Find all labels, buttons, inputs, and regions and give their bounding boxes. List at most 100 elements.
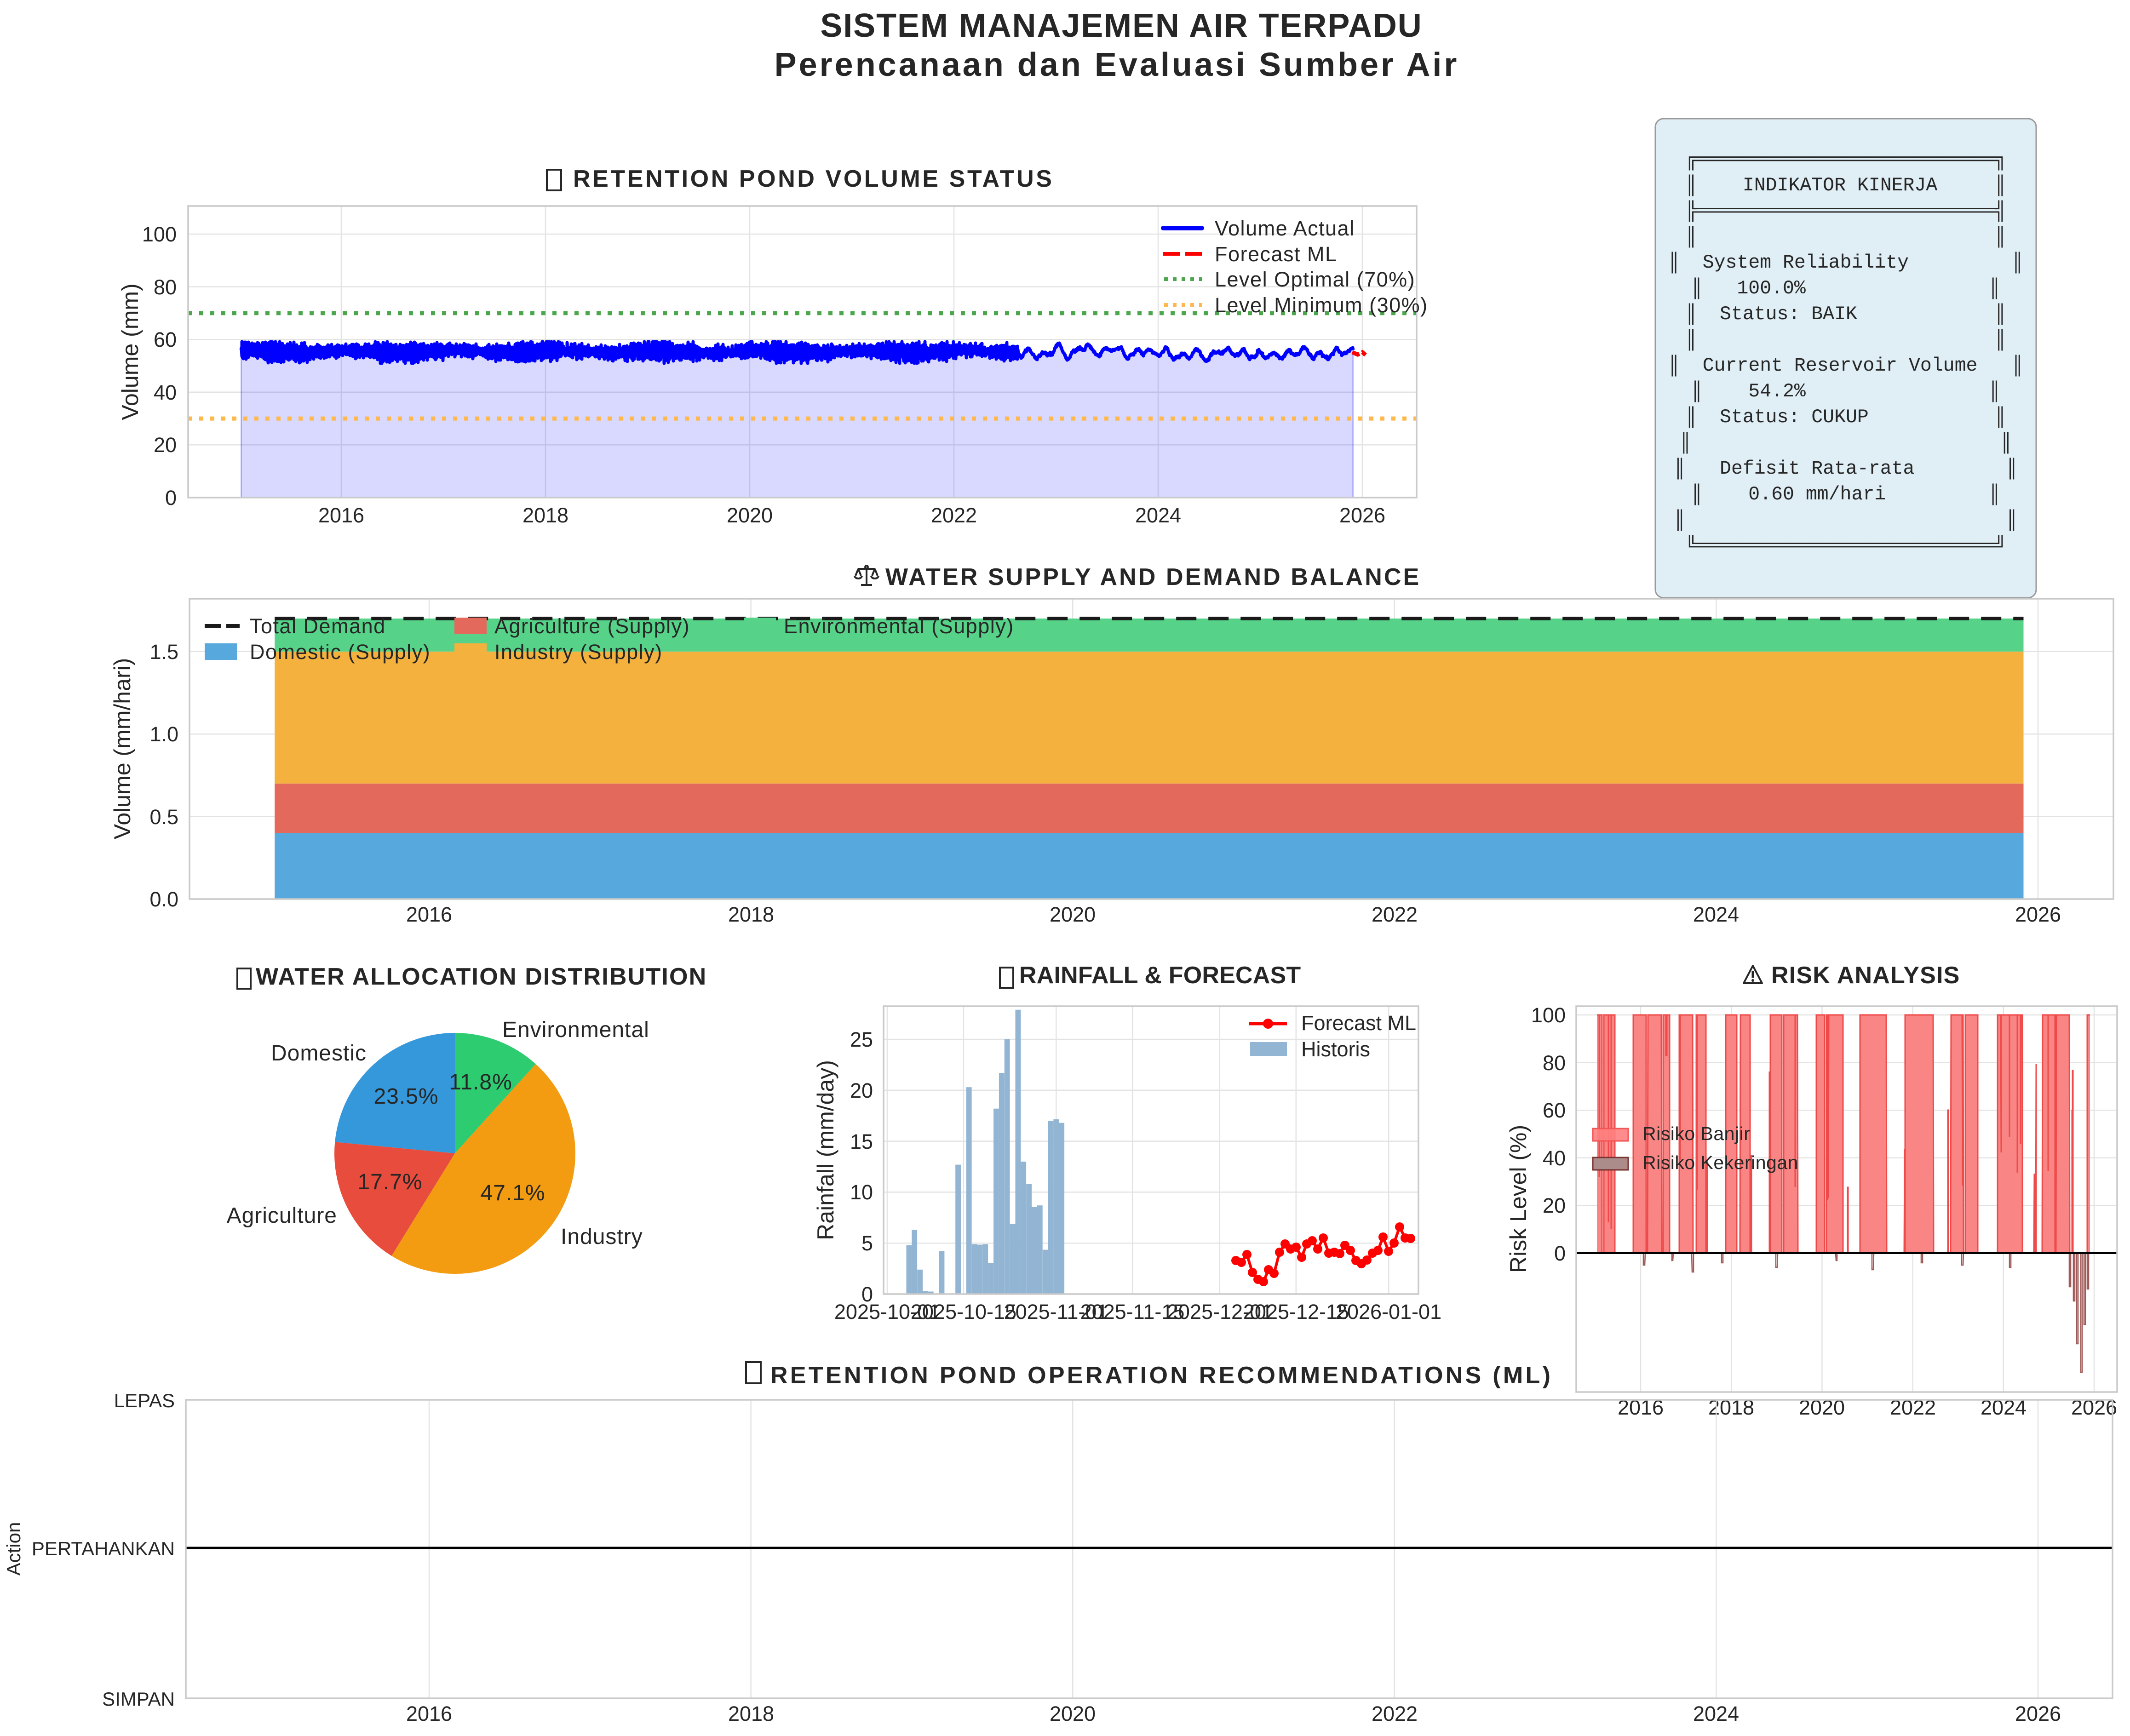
svg-text:20: 20 <box>850 1079 873 1102</box>
svg-text:2020: 2020 <box>727 504 773 527</box>
svg-text:20: 20 <box>154 433 177 457</box>
svg-text:100: 100 <box>1531 1003 1566 1027</box>
svg-text:║ ║: ║ ║ <box>1674 509 2017 531</box>
svg-text:23.5%: 23.5% <box>373 1084 438 1109</box>
svg-text:Total Demand: Total Demand <box>250 614 386 638</box>
svg-text:2016: 2016 <box>406 903 452 926</box>
svg-text:║ 54.2% ║: ║ 54.2% ║ <box>1691 380 2000 402</box>
svg-text:2022: 2022 <box>1372 903 1418 926</box>
svg-text:0.0: 0.0 <box>149 888 178 911</box>
svg-text:Historis: Historis <box>1301 1037 1370 1061</box>
svg-text:0: 0 <box>165 486 177 510</box>
svg-text:2026: 2026 <box>2015 1702 2061 1725</box>
svg-text:40: 40 <box>1543 1146 1566 1170</box>
svg-text:╔══════════════════════════╗: ╔══════════════════════════╗ <box>1685 149 2006 171</box>
svg-text:17.7%: 17.7% <box>357 1170 422 1194</box>
svg-text:Environmental: Environmental <box>502 1018 649 1042</box>
svg-text:Volume Actual: Volume Actual <box>1215 217 1355 240</box>
svg-text:2026-01-01: 2026-01-01 <box>1336 1300 1441 1323</box>
svg-text:1.5: 1.5 <box>149 640 178 664</box>
svg-text:2018: 2018 <box>728 1702 774 1725</box>
svg-text:2025-10-15: 2025-10-15 <box>911 1300 1016 1323</box>
svg-text:2016: 2016 <box>318 504 364 527</box>
svg-text:Domestic (Supply): Domestic (Supply) <box>250 640 431 664</box>
svg-text:LEPAS: LEPAS <box>114 1390 175 1411</box>
svg-text:WATER SUPPLY AND DEMAND BALANC: WATER SUPPLY AND DEMAND BALANCE <box>885 564 1421 590</box>
svg-text:20: 20 <box>1543 1194 1566 1217</box>
svg-text:15: 15 <box>850 1130 873 1153</box>
svg-text:RETENTION POND OPERATION RECOM: RETENTION POND OPERATION RECOMMENDATIONS… <box>770 1362 1553 1389</box>
svg-text:Domestic: Domestic <box>271 1041 367 1066</box>
svg-text:║ Current Reservoir Volume: ║ Current Reservoir Volume ║ <box>1668 355 2023 377</box>
svg-text:║ Status: BAIK ║: ║ Status: BAIK ║ <box>1685 303 2006 325</box>
svg-text:2018: 2018 <box>522 504 568 527</box>
svg-text:║ ║: ║ ║ <box>1685 226 2006 248</box>
svg-text:Level Optimal (70%): Level Optimal (70%) <box>1215 268 1415 291</box>
svg-text:40: 40 <box>154 381 177 404</box>
svg-text:║ 100.0% ║: ║ 100.0% ║ <box>1691 277 2000 299</box>
svg-text:60: 60 <box>154 328 177 351</box>
svg-text:║ INDIKATOR KINERJA ║: ║ INDIKATOR KINERJA ║ <box>1685 174 2006 196</box>
svg-text:2026: 2026 <box>1339 504 1385 527</box>
svg-text:Agriculture: Agriculture <box>227 1203 337 1228</box>
svg-text:║ ║: ║ ║ <box>1685 329 2006 351</box>
svg-text:Volume (mm/hari): Volume (mm/hari) <box>109 658 135 840</box>
svg-text:Agriculture (Supply): Agriculture (Supply) <box>494 614 690 638</box>
svg-text:0.5: 0.5 <box>149 805 178 829</box>
svg-text:5: 5 <box>861 1232 873 1255</box>
svg-text:Risk Level (%): Risk Level (%) <box>1505 1125 1531 1273</box>
svg-text:2022: 2022 <box>1372 1702 1418 1725</box>
svg-text:47.1%: 47.1% <box>480 1181 545 1205</box>
svg-text:║ ║: ║ ║ <box>1680 432 2012 454</box>
svg-text:Forecast ML: Forecast ML <box>1215 242 1338 266</box>
svg-text:RETENTION POND VOLUME STATUS: RETENTION POND VOLUME STATUS <box>573 166 1054 192</box>
svg-text:2022: 2022 <box>931 504 977 527</box>
svg-text:║ Defisit Rata-rata ║: ║ Defisit Rata-rata ║ <box>1674 458 2017 480</box>
svg-text:60: 60 <box>1543 1099 1566 1122</box>
svg-text:2025-12-01: 2025-12-01 <box>1167 1300 1273 1323</box>
svg-text:SISTEM MANAJEMEN AIR TERPADU: SISTEM MANAJEMEN AIR TERPADU <box>820 7 1422 44</box>
svg-text:2024: 2024 <box>1135 504 1181 527</box>
svg-text:10: 10 <box>850 1180 873 1204</box>
svg-text:2020: 2020 <box>1050 1702 1096 1725</box>
svg-text:Action: Action <box>3 1522 24 1576</box>
svg-text:0: 0 <box>1554 1242 1566 1265</box>
svg-text:2018: 2018 <box>728 903 774 926</box>
svg-text:PERTAHANKAN: PERTAHANKAN <box>32 1538 175 1559</box>
svg-text:RAINFALL & FORECAST: RAINFALL & FORECAST <box>1019 962 1301 989</box>
svg-text:2026: 2026 <box>2015 903 2061 926</box>
svg-text:Risiko Banjir: Risiko Banjir <box>1642 1123 1750 1144</box>
svg-text:2024: 2024 <box>1693 903 1739 926</box>
svg-text:Level Minimum (30%): Level Minimum (30%) <box>1215 293 1428 317</box>
svg-text:Volume (mm): Volume (mm) <box>117 283 143 420</box>
svg-text:Rainfall (mm/day): Rainfall (mm/day) <box>813 1060 838 1240</box>
svg-text:Perencanaan dan Evaluasi Sumbe: Perencanaan dan Evaluasi Sumber Air <box>775 46 1459 83</box>
svg-text:Industry: Industry <box>561 1225 643 1249</box>
svg-text:2025-12-15: 2025-12-15 <box>1243 1300 1349 1323</box>
svg-text:2016: 2016 <box>406 1702 452 1725</box>
svg-text:Risiko Kekeringan: Risiko Kekeringan <box>1642 1152 1798 1173</box>
svg-text:Environmental (Supply): Environmental (Supply) <box>784 614 1014 638</box>
svg-text:║ Status: CUKUP ║: ║ Status: CUKUP ║ <box>1685 406 2006 428</box>
svg-text:0: 0 <box>861 1283 873 1306</box>
svg-text:80: 80 <box>1543 1051 1566 1075</box>
svg-text:25: 25 <box>850 1028 873 1051</box>
svg-text:100: 100 <box>142 223 177 246</box>
svg-text:WATER ALLOCATION DISTRIBUTION: WATER ALLOCATION DISTRIBUTION <box>256 963 707 990</box>
svg-text:1.0: 1.0 <box>149 722 178 746</box>
svg-text:Forecast ML: Forecast ML <box>1301 1011 1416 1035</box>
svg-text:╚══════════════════════════╝: ╚══════════════════════════╝ <box>1685 535 2006 557</box>
svg-text:Industry (Supply): Industry (Supply) <box>494 640 663 664</box>
svg-text:RISK ANALYSIS: RISK ANALYSIS <box>1771 962 1960 989</box>
svg-text:11.8%: 11.8% <box>449 1070 512 1094</box>
svg-text:║ 0.60 mm/hari ║: ║ 0.60 mm/hari ║ <box>1691 483 2000 505</box>
svg-text:╠══════════════════════════╣: ╠══════════════════════════╣ <box>1685 200 2006 222</box>
svg-text:2020: 2020 <box>1050 903 1096 926</box>
svg-text:║ System Reliability: ║ System Reliability ║ <box>1668 252 2023 274</box>
svg-text:2024: 2024 <box>1693 1702 1739 1725</box>
svg-text:2025-10-01: 2025-10-01 <box>834 1300 940 1323</box>
svg-text:2025-11-15: 2025-11-15 <box>1080 1300 1185 1323</box>
svg-text:SIMPAN: SIMPAN <box>102 1688 175 1710</box>
svg-text:80: 80 <box>154 275 177 299</box>
svg-text:2025-11-01: 2025-11-01 <box>1004 1300 1108 1323</box>
